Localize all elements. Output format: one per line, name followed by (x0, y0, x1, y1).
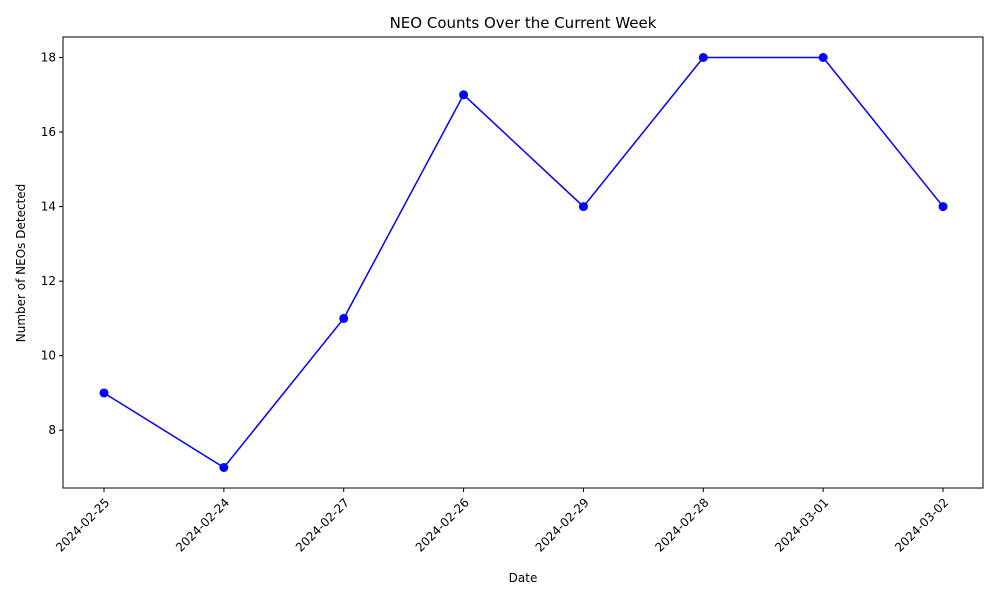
y-tick-label: 12 (41, 274, 56, 288)
data-point (578, 202, 588, 212)
y-tick-label: 10 (41, 349, 56, 363)
data-point (818, 53, 828, 62)
axes-frame (62, 36, 984, 489)
chart-title: NEO Counts Over the Current Week (390, 14, 657, 32)
y-tick-label: 18 (41, 51, 56, 65)
data-point (219, 463, 229, 472)
y-tick-label: 14 (41, 200, 56, 214)
x-axis-label: Date (509, 571, 538, 585)
y-tick-label: 8 (48, 423, 56, 437)
data-point (698, 53, 708, 62)
data-point (339, 313, 349, 323)
series-line (103, 56, 944, 469)
y-tick-label: 16 (41, 125, 56, 139)
data-point (99, 388, 109, 398)
data-point (459, 90, 469, 100)
data-point (938, 202, 948, 212)
y-axis-label: Number of NEOs Detected (14, 184, 28, 342)
